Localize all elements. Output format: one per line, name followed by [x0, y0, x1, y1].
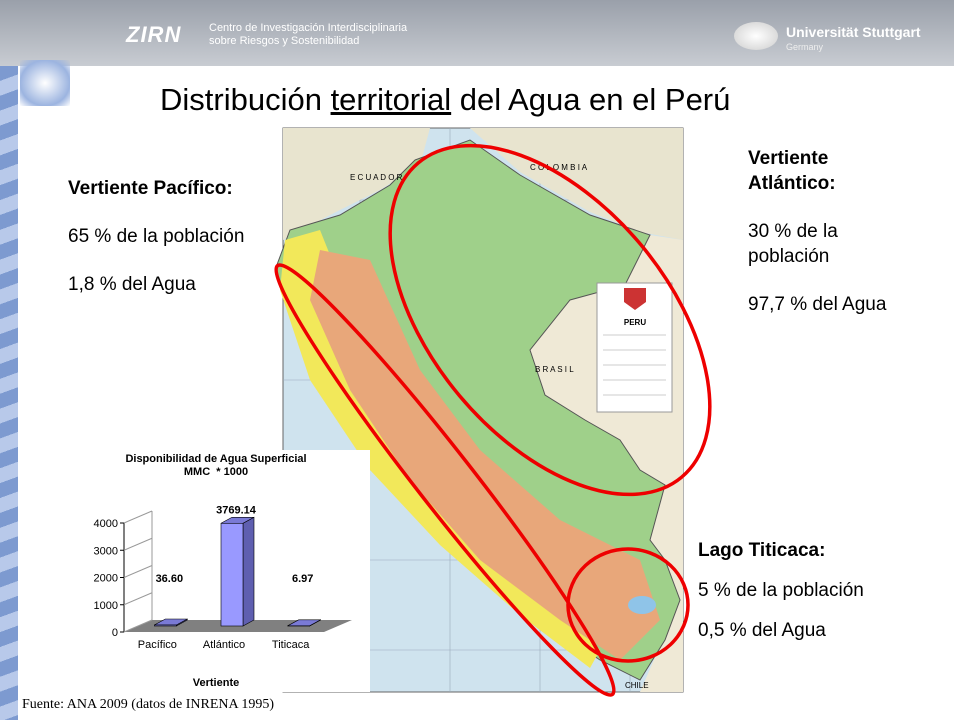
chart-subtitle: MMC * 1000	[184, 466, 248, 478]
x-tick-label: Titicaca	[272, 639, 310, 651]
water: 97,7 % del Agua	[748, 292, 918, 317]
chart-title: Disponibilidad de Agua Superficial	[125, 453, 306, 465]
map-label: PERU	[624, 318, 646, 327]
heading: Vertiente Atlántico:	[748, 146, 918, 196]
chart-bg	[62, 450, 370, 692]
bar	[154, 625, 176, 626]
map-label: E C U A D O R	[350, 173, 403, 182]
value-label: 6.97	[292, 573, 313, 585]
x-tick-label: Pacífico	[138, 639, 177, 651]
y-tick-label: 4000	[94, 518, 118, 530]
slide: ZIRN Centro de Investigación Interdiscip…	[0, 0, 954, 720]
y-tick-label: 3000	[94, 545, 118, 557]
bar-side	[243, 517, 254, 626]
heading: Vertiente Pacífico:	[68, 176, 258, 201]
heading: Lago Titicaca:	[698, 538, 938, 563]
population: 65 % de la población	[68, 224, 258, 249]
bar	[221, 523, 243, 626]
x-tick-label: Atlántico	[203, 639, 245, 651]
value-label: 36.60	[156, 573, 184, 585]
water: 1,8 % del Agua	[68, 272, 258, 297]
pacifico-block: Vertiente Pacífico: 65 % de la población…	[68, 176, 258, 297]
source: Fuente: ANA 2009 (datos de INRENA 1995)	[22, 697, 274, 713]
map-label: CHILE	[625, 681, 649, 690]
y-tick-label: 0	[112, 627, 118, 639]
x-axis-label: Vertiente	[193, 677, 239, 689]
map-label: B R A S I L	[535, 365, 574, 374]
y-tick-label: 1000	[94, 600, 118, 612]
lake	[628, 596, 656, 614]
water: 0,5 % del Agua	[698, 618, 938, 643]
titicaca-block: Lago Titicaca: 5 % de la población 0,5 %…	[698, 538, 938, 643]
population: 30 % de la población	[748, 219, 918, 269]
population: 5 % de la población	[698, 578, 938, 603]
atlantico-block: Vertiente Atlántico: 30 % de la població…	[748, 146, 918, 317]
value-label: 3769.14	[216, 504, 257, 516]
y-tick-label: 2000	[94, 573, 118, 585]
chart: Disponibilidad de Agua Superficial MMC *…	[62, 450, 370, 692]
